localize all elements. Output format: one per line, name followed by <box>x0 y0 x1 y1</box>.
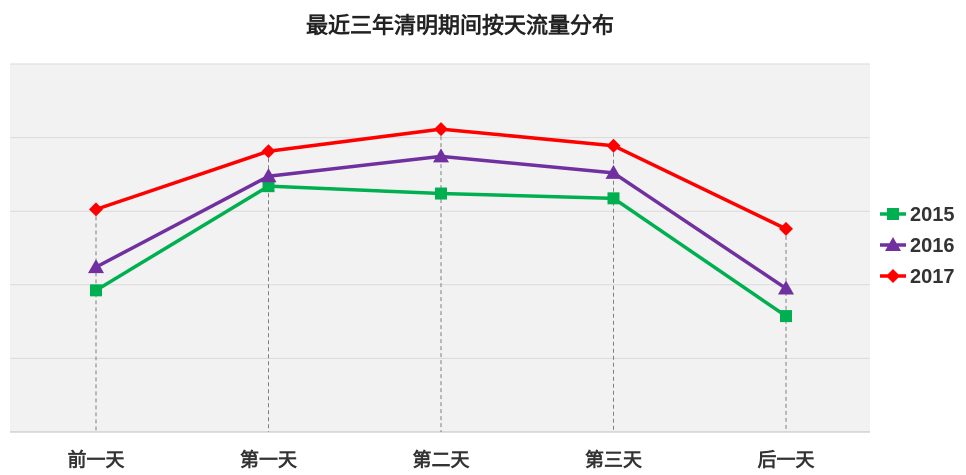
data-point-2017 <box>434 122 448 137</box>
data-point-2015 <box>262 180 275 193</box>
legend-marker <box>886 269 900 283</box>
data-point-2017 <box>779 221 793 236</box>
data-point-2016 <box>260 168 277 183</box>
data-point-2017 <box>606 138 621 153</box>
data-point-2016 <box>88 259 104 274</box>
legend-marker <box>885 237 901 251</box>
data-point-2015 <box>90 284 102 297</box>
x-tick-label: 前一天 <box>67 448 125 471</box>
drop-lines <box>95 129 787 432</box>
chart-title: 最近三年清明期间按天流量分布 <box>305 14 614 39</box>
x-tick-label: 后一天 <box>757 449 815 471</box>
data-point-2016 <box>778 280 794 295</box>
data-point-2016 <box>605 164 622 179</box>
x-tick-label: 第一天 <box>240 448 298 471</box>
legend-label: 2017 <box>910 266 955 288</box>
data-point-2017 <box>261 144 276 159</box>
legend-label: 2015 <box>910 204 955 226</box>
series-2017 <box>89 122 793 236</box>
series-2016 <box>88 148 794 295</box>
legend-item-2017: 2017 <box>880 266 955 288</box>
data-point-2015 <box>435 187 447 200</box>
legend-label: 2016 <box>910 235 955 257</box>
plot-area <box>10 64 870 432</box>
series-2015 <box>90 180 792 323</box>
data-point-2015 <box>780 310 792 323</box>
legend-marker <box>887 208 899 220</box>
data-point-2017 <box>89 202 103 217</box>
series-group <box>88 122 794 323</box>
x-tick-label: 第二天 <box>412 448 470 471</box>
grid-lines <box>10 63 870 433</box>
data-point-2016 <box>433 148 449 163</box>
data-point-2015 <box>607 192 620 205</box>
legend: 2015 2016 2017 <box>880 204 955 288</box>
legend-item-2016: 2016 <box>880 235 955 257</box>
x-tick-label: 第三天 <box>585 448 643 471</box>
x-axis-labels: 前一天 第一天 第二天 第三天 后一天 <box>67 448 815 471</box>
legend-item-2015: 2015 <box>880 204 955 226</box>
